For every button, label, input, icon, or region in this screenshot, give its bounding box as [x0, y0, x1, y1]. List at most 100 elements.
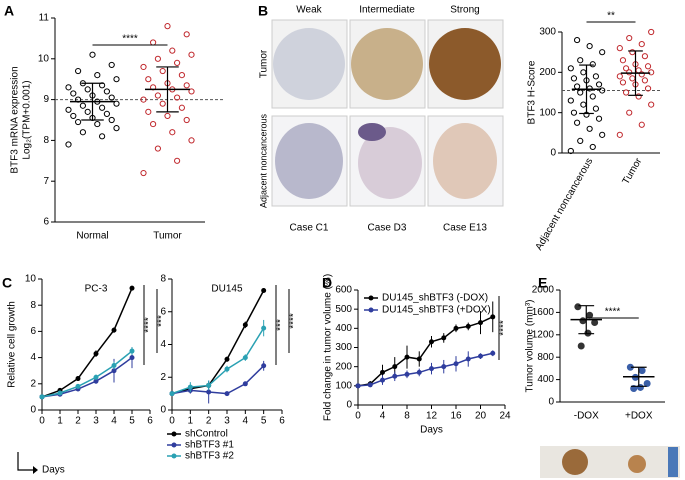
data-point — [626, 34, 633, 42]
data-point — [93, 378, 99, 384]
column-header: Strong — [450, 5, 479, 16]
x-tick-label: 5 — [129, 416, 135, 427]
data-point — [478, 320, 483, 326]
data-point — [644, 63, 652, 70]
x-tick-label: 4 — [111, 416, 117, 427]
data-point — [416, 369, 422, 375]
data-point — [261, 325, 267, 331]
data-point — [140, 63, 147, 71]
data-point — [103, 110, 111, 117]
data-point — [129, 348, 135, 354]
y-axis-label: Log₂(TPM+0.001) — [22, 80, 33, 159]
data-point — [567, 97, 574, 104]
data-point — [154, 145, 161, 152]
case-label: Case C1 — [290, 223, 329, 234]
data-point — [641, 77, 649, 84]
data-point — [188, 88, 195, 95]
data-point — [111, 362, 117, 368]
data-point — [224, 356, 230, 362]
case-label: Case D3 — [368, 223, 407, 234]
panel-letter: E — [538, 275, 547, 291]
data-point — [108, 116, 115, 124]
legend-label: shBTF3 #1 — [185, 440, 234, 451]
legend-label: shControl — [185, 429, 228, 440]
data-point — [441, 364, 447, 370]
panel-letter: D — [322, 275, 332, 291]
data-point — [616, 73, 623, 80]
data-point — [145, 76, 152, 83]
y-tick-label: 200 — [539, 67, 556, 78]
data-point — [586, 125, 593, 132]
series-line — [357, 352, 493, 387]
panel-letter: A — [4, 3, 14, 19]
data-point — [567, 147, 574, 155]
image-core — [351, 28, 423, 100]
x-tick-label: Tumor — [621, 156, 645, 187]
data-point — [70, 90, 77, 97]
significance-label: **** — [499, 320, 510, 336]
data-point — [580, 101, 587, 108]
data-point — [169, 129, 176, 136]
data-point — [453, 361, 459, 367]
x-tick-label: 12 — [426, 411, 438, 422]
y-tick-label: 300 — [539, 27, 556, 38]
data-point — [453, 325, 459, 331]
x-tick-label: 6 — [279, 416, 285, 427]
data-point — [65, 84, 72, 91]
legend-marker — [368, 295, 374, 301]
y-tick-label: 600 — [335, 285, 352, 296]
data-point — [75, 376, 81, 382]
data-point — [404, 354, 410, 360]
data-point — [242, 381, 248, 387]
x-axis-label: Days — [42, 465, 65, 476]
data-point — [94, 72, 101, 79]
data-point — [629, 75, 636, 82]
data-point — [93, 351, 99, 357]
data-point — [638, 367, 646, 375]
series-line — [41, 287, 133, 398]
y-tick-label: 400 — [537, 374, 554, 385]
data-point — [242, 355, 248, 361]
y-tick-label: 400 — [335, 323, 352, 334]
y-axis-label: BTF3 mRNA expression — [10, 66, 21, 173]
y-tick-label: 8 — [43, 135, 49, 146]
data-point — [592, 73, 600, 80]
data-point — [154, 92, 161, 99]
data-point — [644, 85, 652, 92]
x-tick-label: 20 — [475, 411, 487, 422]
data-point — [577, 57, 584, 64]
tumor-photo — [540, 446, 680, 478]
y-tick-label: 7 — [43, 176, 49, 187]
data-point — [111, 327, 117, 333]
series-line — [171, 290, 265, 395]
data-point — [638, 71, 645, 78]
data-point — [261, 287, 267, 293]
y-axis-label: Fold change in tumor volume (%) — [323, 274, 334, 421]
significance-label: **** — [605, 307, 621, 318]
data-point — [643, 380, 651, 388]
row-header: Tumor — [259, 49, 270, 78]
photo — [540, 446, 680, 478]
data-point — [70, 112, 77, 120]
image-core — [273, 28, 345, 100]
image-tissue — [358, 123, 386, 141]
row-header: Adjacent noncancerous — [258, 113, 268, 208]
data-point — [178, 72, 185, 79]
x-tick-label: Normal — [76, 231, 108, 242]
legend-label: DU145_shBTF3 (-DOX) — [382, 293, 488, 304]
data-point — [589, 61, 596, 68]
data-point — [570, 75, 578, 82]
data-point — [630, 385, 638, 393]
data-point — [140, 96, 147, 103]
image-tissue — [433, 123, 497, 199]
data-point — [355, 383, 361, 389]
data-point — [79, 129, 87, 136]
data-point — [188, 51, 195, 58]
data-point — [573, 36, 581, 44]
data-point — [261, 363, 267, 369]
data-point — [622, 65, 630, 72]
y-tick-label: 10 — [38, 53, 50, 64]
significance-label: *** — [157, 315, 168, 327]
data-point — [111, 368, 117, 374]
